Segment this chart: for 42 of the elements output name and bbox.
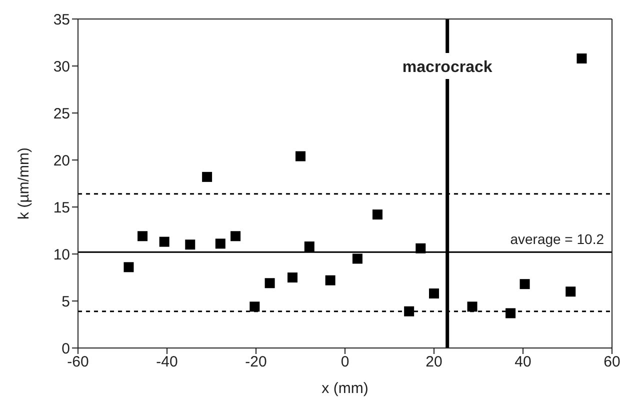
x-tick-label: -20 — [245, 354, 267, 371]
y-tick-label: 0 — [62, 340, 70, 358]
x-tick-label: -60 — [67, 354, 89, 371]
point — [566, 286, 576, 297]
point — [296, 151, 306, 162]
y-tick-label: 30 — [53, 58, 70, 76]
point — [520, 279, 530, 290]
y-tick-label: 15 — [53, 199, 70, 216]
y-tick-label: 10 — [53, 246, 70, 264]
point — [250, 302, 260, 312]
point — [467, 302, 478, 312]
point — [416, 243, 426, 254]
point — [287, 272, 298, 282]
y-axis-title: k (µm/mm) — [15, 148, 32, 220]
x-tick-label: 40 — [514, 354, 532, 371]
point — [185, 240, 196, 250]
x-tick-label: -40 — [156, 354, 178, 371]
x-tick-label: 0 — [340, 354, 350, 371]
y-tick-label: 5 — [62, 293, 70, 310]
y-tick-label: 25 — [53, 105, 70, 122]
y-tick-label: 20 — [53, 152, 70, 170]
point — [304, 241, 314, 252]
x-tick-label: 60 — [604, 354, 620, 371]
point — [372, 210, 382, 220]
ref-line-label: average = 10.2 — [510, 231, 604, 248]
point — [138, 231, 148, 242]
x-tick-label: 20 — [426, 354, 442, 371]
x-axis-title: x (mm) — [322, 380, 368, 397]
y-tick-label: 35 — [53, 11, 70, 28]
point — [429, 288, 439, 298]
point — [159, 236, 170, 247]
point — [215, 238, 226, 249]
point — [404, 306, 414, 316]
point — [202, 172, 212, 182]
point — [576, 53, 587, 64]
point — [325, 275, 336, 286]
point — [124, 262, 134, 272]
point — [264, 278, 275, 288]
ref-line-label: macrocrack — [402, 59, 492, 76]
point — [230, 231, 241, 242]
point — [352, 254, 362, 264]
point — [506, 308, 516, 318]
